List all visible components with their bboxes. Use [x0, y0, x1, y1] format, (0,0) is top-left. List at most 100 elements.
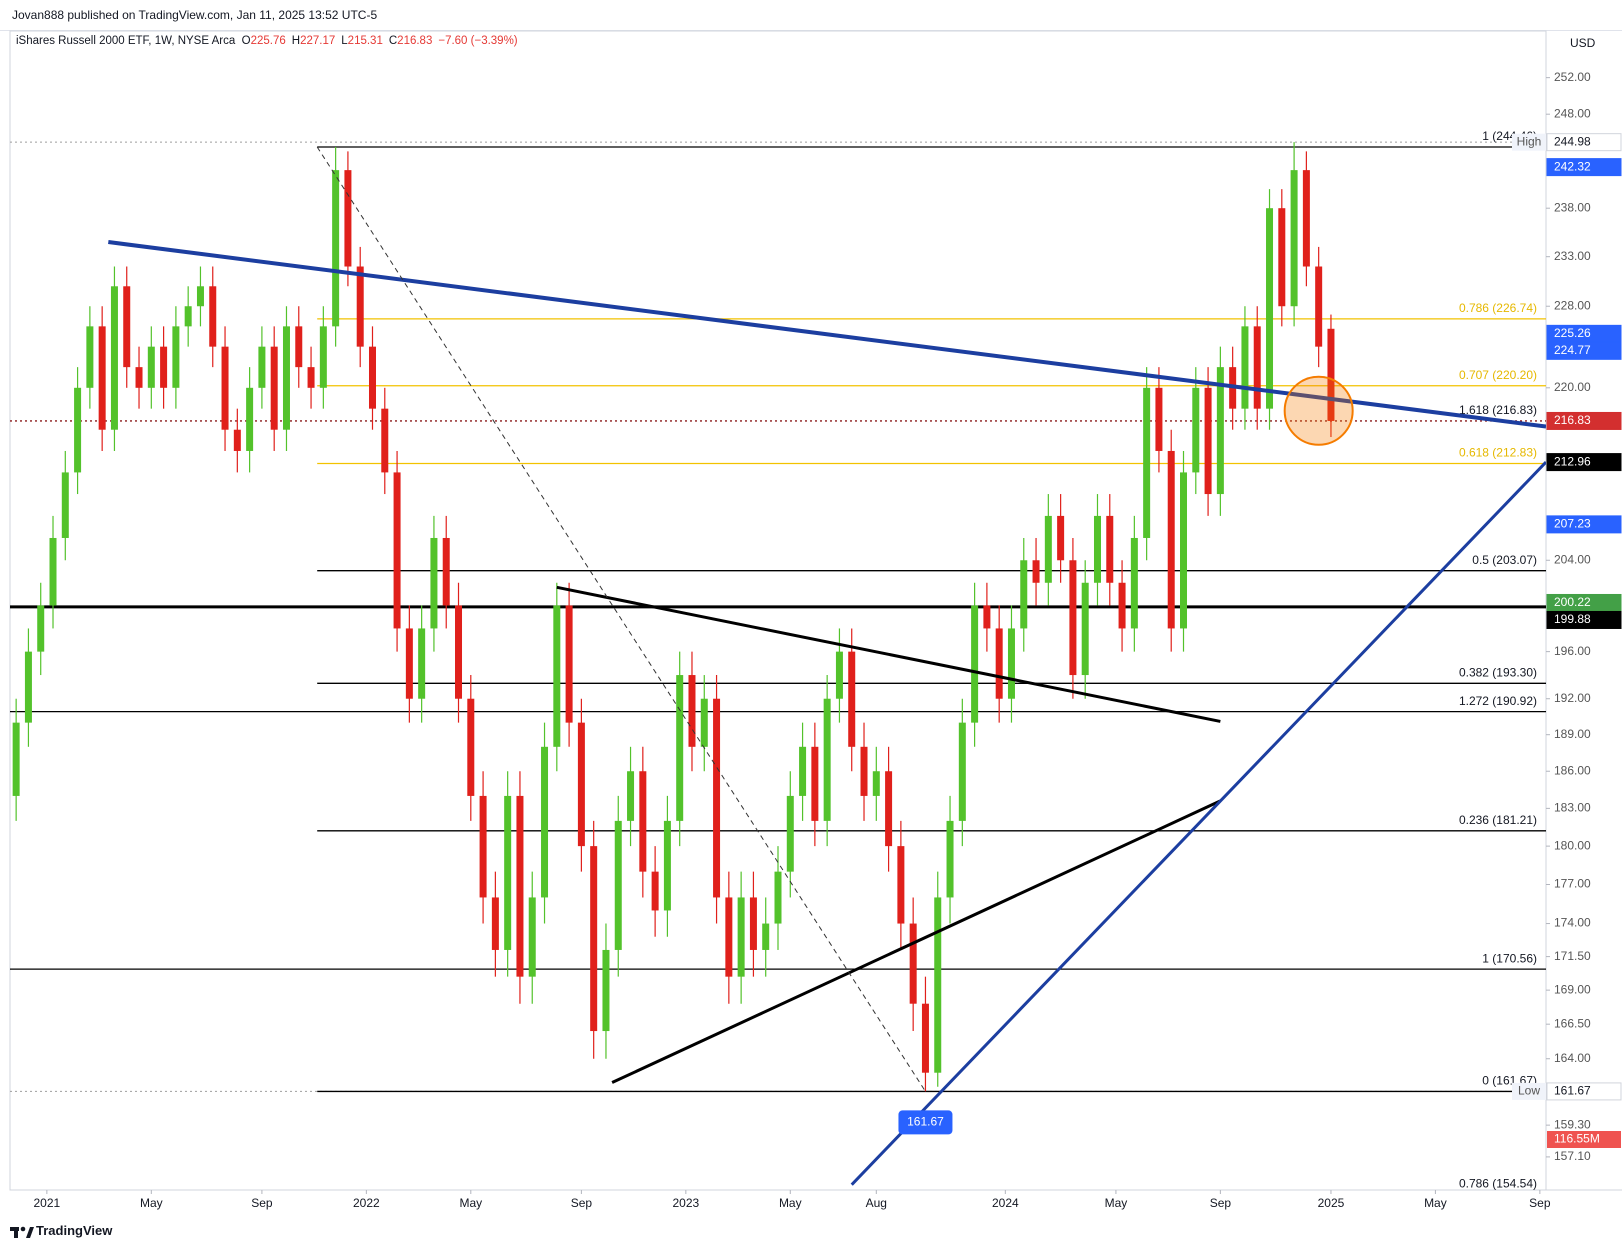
x-tick-label: Aug [866, 1196, 887, 1210]
candle-body [811, 746, 819, 821]
y-tick-label: 192.00 [1554, 691, 1591, 705]
h-value: 227.17 [300, 35, 336, 47]
badge-tag [1512, 1082, 1546, 1100]
c-key: C [388, 35, 398, 47]
candle-body [1130, 537, 1138, 629]
badge-tag-label: Low [1518, 1084, 1540, 1098]
candle-body [37, 605, 45, 652]
y-tick-label: 169.00 [1554, 982, 1591, 996]
candle-body [98, 326, 106, 430]
plot: 1 (244.46)0.786 (226.74)0.707 (220.20)1.… [10, 129, 1546, 1190]
candle-body [1327, 328, 1335, 421]
price-badge [1546, 411, 1622, 430]
y-tick-label: 166.50 [1554, 1016, 1591, 1030]
candle-body [307, 367, 315, 388]
y-tick-label: 180.00 [1554, 838, 1591, 852]
candle-body [1155, 387, 1163, 451]
candle-body [455, 605, 463, 699]
brand: TradingView [36, 1223, 113, 1238]
price-badge [1546, 158, 1622, 177]
candle-body [860, 746, 868, 796]
candle-body [565, 605, 573, 723]
l-value: 215.31 [347, 35, 383, 47]
price-badge [1546, 515, 1622, 534]
y-tick-label: 204.00 [1554, 552, 1591, 566]
candle-body [1278, 208, 1286, 307]
candle-body [491, 897, 499, 950]
price-badge [1546, 133, 1622, 152]
l-key: L [341, 35, 348, 47]
y-tick-label: 174.00 [1554, 916, 1591, 930]
candle-body [516, 795, 524, 977]
candle-body [442, 537, 450, 606]
candle-body [160, 346, 168, 388]
plot-area [9, 30, 1547, 1191]
low-marker [898, 1110, 953, 1135]
price-badge-label: 207.23 [1554, 517, 1591, 531]
highlight-circle [1283, 375, 1354, 446]
price-badge-label: 216.83 [1554, 413, 1591, 427]
price-badge [1546, 610, 1622, 629]
candle-body [713, 698, 721, 898]
candle-body [282, 326, 290, 430]
y-tick-label: 248.00 [1554, 106, 1591, 120]
candle-body [86, 326, 94, 388]
x-tick-label: 2021 [34, 1196, 61, 1210]
candle-body [147, 346, 155, 388]
y-tick-label: 183.00 [1554, 801, 1591, 815]
volume-badge-label: 116.55M [1554, 1132, 1600, 1146]
fib-label: 0.707 (220.20) [1459, 368, 1537, 382]
price-badge-label: 244.98 [1554, 134, 1591, 148]
candle-body [196, 286, 204, 307]
candle-body [1106, 515, 1114, 583]
fib-label: 0.5 (203.07) [1472, 553, 1537, 567]
candle-body [1044, 515, 1052, 583]
candle-body [209, 286, 217, 347]
x-tick-label: 2022 [353, 1196, 380, 1210]
candle-body [553, 605, 561, 747]
candle-body [418, 628, 426, 699]
y-tick-label: 159.30 [1554, 1117, 1591, 1131]
price-badge-label: 161.67 [1554, 1084, 1591, 1098]
volume-badge [1547, 1131, 1621, 1148]
candle-body [1143, 387, 1151, 538]
candle-body [356, 266, 364, 347]
candle-body [577, 722, 585, 847]
fib-label: 1 (170.56) [1482, 951, 1537, 965]
price-axis: 252.00 248.00 238.00 233.00 228.00 220.00 204.… [1512, 70, 1622, 1163]
candle-body [590, 846, 598, 1032]
o-value: 225.76 [250, 35, 286, 47]
candle-body [958, 722, 966, 821]
candle-body [885, 771, 893, 847]
candle-body [614, 820, 622, 950]
candle-body [676, 675, 684, 821]
price-badge-label: 242.32 [1554, 159, 1591, 173]
candle-body [172, 326, 180, 388]
candle-body [725, 897, 733, 977]
fib-label: 0.618 (212.83) [1459, 446, 1537, 460]
candle-body [909, 923, 917, 1004]
y-tick-label: 171.50 [1554, 949, 1591, 963]
y-tick-label: 157.10 [1554, 1149, 1591, 1163]
candle-body [1057, 515, 1065, 561]
candle-body [405, 628, 413, 699]
x-tick-label: May [779, 1196, 802, 1210]
candle-body [1216, 367, 1224, 495]
price-badge [1546, 1082, 1622, 1101]
candle-body [688, 675, 696, 747]
candle-body [921, 1003, 929, 1073]
fib-label: 0.382 (193.30) [1459, 665, 1537, 679]
candle-body [74, 387, 82, 473]
candle-body [627, 771, 635, 821]
x-tick-label: 2023 [672, 1196, 699, 1210]
y-tick-label: 189.00 [1554, 727, 1591, 741]
price-badge-label: 212.96 [1554, 454, 1591, 468]
candle-body [319, 326, 327, 388]
candle-body [246, 387, 254, 451]
candle-body [1093, 515, 1101, 583]
candle-body [848, 651, 856, 747]
y-tick-label: 233.00 [1554, 249, 1591, 263]
candle-body [897, 846, 905, 924]
trendline [108, 240, 1546, 429]
trendline [850, 461, 1546, 1186]
